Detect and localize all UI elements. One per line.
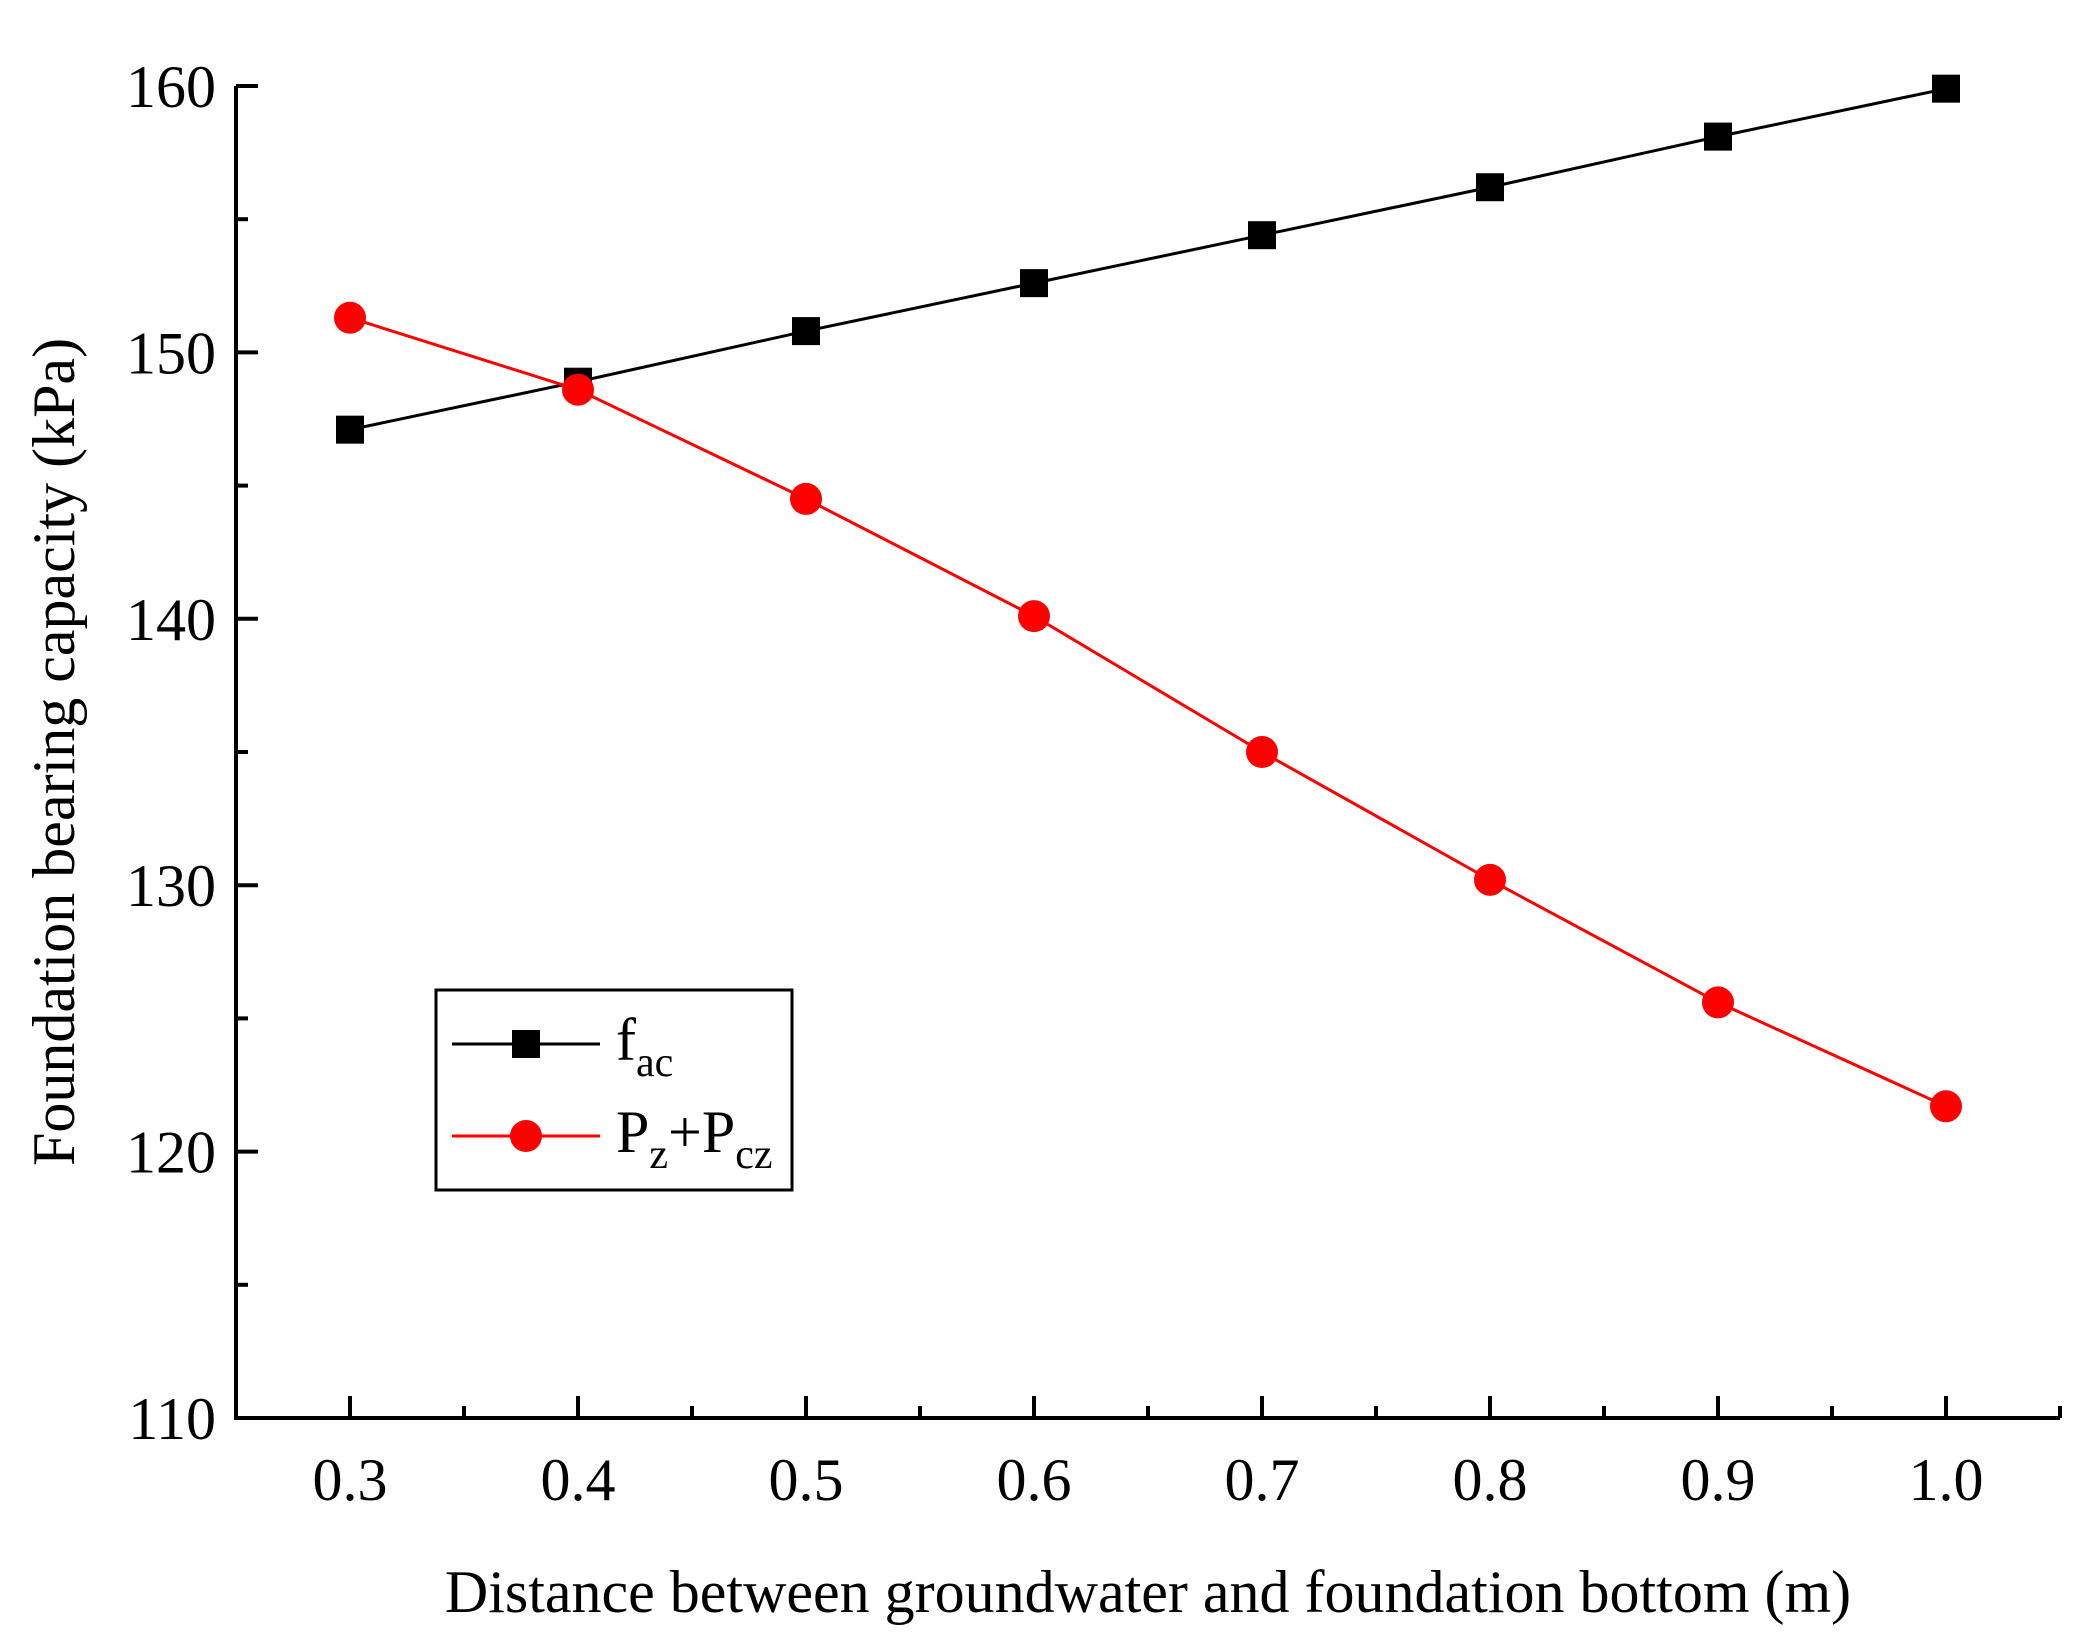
x-tick-label: 0.8 bbox=[1453, 1447, 1528, 1513]
y-tick-label: 140 bbox=[126, 587, 216, 653]
data-point-circle bbox=[562, 373, 594, 406]
data-point-circle bbox=[1930, 1090, 1962, 1123]
legend-label-pz-main: P bbox=[616, 1099, 649, 1165]
y-tick-label: 130 bbox=[126, 853, 216, 919]
data-point-square bbox=[336, 415, 364, 444]
legend-marker-square bbox=[512, 1030, 540, 1058]
legend-label-fac-main: f bbox=[616, 1007, 636, 1073]
legend-box bbox=[434, 988, 794, 1192]
data-point-circle bbox=[1246, 736, 1278, 768]
data-point-square bbox=[1248, 221, 1276, 250]
x-ticks: 0.3 0.4 0.5 0.6 0.7 0.8 0.9 1.0 bbox=[313, 1396, 2062, 1513]
x-tick-label: 0.4 bbox=[541, 1447, 616, 1513]
legend-label-pz-subscript: z bbox=[649, 1132, 668, 1178]
data-point-square bbox=[1476, 173, 1504, 202]
plot-area: 110 120 130 140 150 160 0.3 0.4 0.5 0.6 0.7 0.8 0.9… bbox=[126, 54, 2062, 1513]
y-tick-label: 120 bbox=[126, 1120, 216, 1186]
data-point-square bbox=[792, 317, 820, 346]
x-tick-label: 1.0 bbox=[1909, 1447, 1984, 1513]
data-point-circle bbox=[1018, 600, 1050, 633]
data-point-circle bbox=[1702, 986, 1734, 1019]
series-line-1 bbox=[349, 316, 1947, 1108]
legend-entry-fac: fac bbox=[452, 1007, 673, 1086]
y-axis-label: Foundation bearing capacity (kPa) bbox=[21, 338, 87, 1166]
x-tick-label: 0.6 bbox=[997, 1447, 1072, 1513]
x-tick-label: 0.5 bbox=[769, 1447, 844, 1513]
data-point-square bbox=[1020, 269, 1048, 298]
x-axis-label: Distance between groundwater and foundat… bbox=[445, 1559, 1851, 1625]
data-point-circle bbox=[1474, 863, 1506, 896]
x-tick-label: 0.7 bbox=[1225, 1447, 1300, 1513]
legend: fac Pz+Pcz bbox=[434, 988, 794, 1192]
series-layer bbox=[334, 74, 1962, 1123]
legend-label-pcz-main: +P bbox=[668, 1099, 735, 1165]
legend-marker-circle bbox=[510, 1120, 542, 1152]
x-tick-label: 0.3 bbox=[313, 1447, 388, 1513]
series-line-0 bbox=[349, 87, 1947, 432]
y-tick-label: 160 bbox=[126, 54, 216, 120]
x-tick-label: 0.9 bbox=[1681, 1447, 1756, 1513]
y-tick-label: 150 bbox=[126, 320, 216, 386]
legend-label-pz-pcz: Pz+Pcz bbox=[616, 1099, 773, 1178]
y-ticks: 110 120 130 140 150 160 bbox=[126, 54, 258, 1452]
legend-label-fac: fac bbox=[616, 1007, 673, 1086]
data-point-circle bbox=[334, 301, 366, 334]
legend-entry-pz-pcz: Pz+Pcz bbox=[452, 1099, 773, 1178]
y-tick-label: 110 bbox=[128, 1386, 216, 1452]
legend-label-fac-subscript: ac bbox=[636, 1040, 673, 1086]
data-point-circle bbox=[790, 482, 822, 515]
data-point-square bbox=[1932, 74, 1960, 103]
data-point-square bbox=[1704, 122, 1732, 151]
legend-label-pcz-subscript: cz bbox=[735, 1132, 772, 1178]
